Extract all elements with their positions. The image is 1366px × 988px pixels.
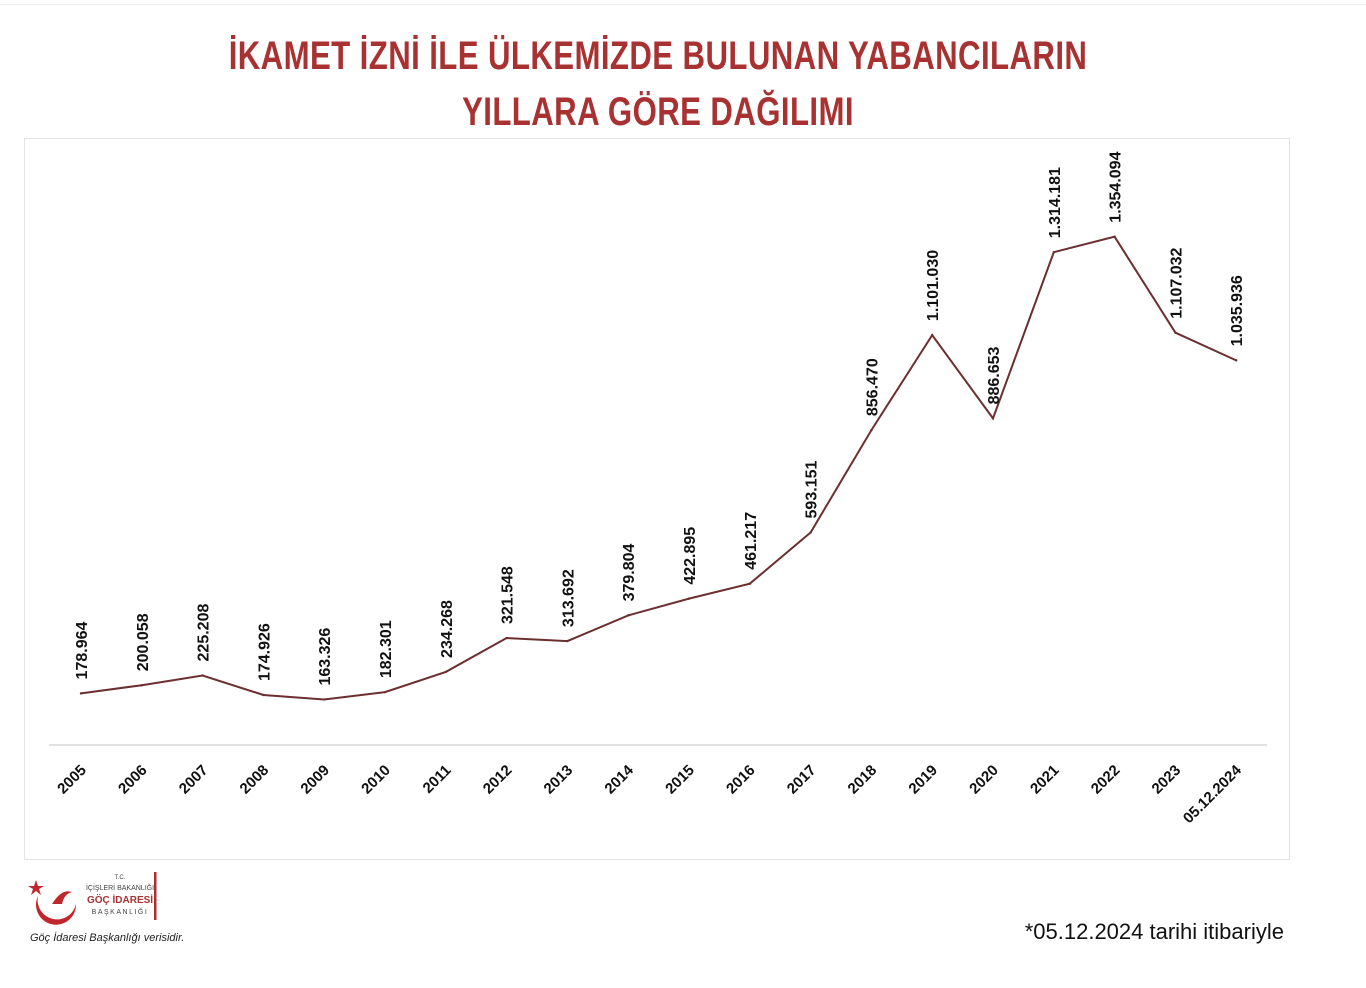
logo-divider [154, 872, 157, 920]
x-tick-label-2022: 2022 [1088, 762, 1124, 798]
data-point-2015 [687, 597, 691, 600]
data-point-2020 [991, 417, 995, 420]
data-point-2012 [505, 636, 508, 640]
data-point-2023 [1174, 331, 1177, 334]
data-label-2021: 1.314.181 [1047, 167, 1064, 238]
plot-area: 178.964 2005 200.058 2006 225.208 2007 174.926… [24, 138, 1290, 860]
top-divider [0, 4, 1366, 5]
data-point-2016 [748, 582, 751, 585]
logo-line1: T.C. [115, 875, 126, 881]
data-label-2007: 225.208 [196, 604, 213, 662]
data-label-2006: 200.058 [135, 613, 152, 671]
data-label-2022: 1.354.094 [1108, 151, 1125, 222]
data-label-2017: 593.151 [804, 461, 821, 519]
x-tick-label-2008: 2008 [237, 762, 273, 798]
data-label-2011: 234.268 [439, 600, 456, 658]
logo-line2: İÇİŞLERİ BAKANLIĞI [86, 883, 154, 892]
data-point-2019 [931, 333, 934, 337]
data-point-2006 [140, 684, 143, 687]
x-tick-label-2020: 2020 [966, 762, 1002, 798]
logo-line4: BAŞKANLIĞI [92, 907, 149, 916]
data-label-2013: 313.692 [560, 569, 577, 627]
goc-idaresi-logo: T.C. İÇİŞLERİ BAKANLIĞI GÖÇ İDARESİ BAŞK… [28, 872, 157, 925]
data-point-2013 [566, 639, 569, 643]
data-label-2019: 1.101.030 [925, 250, 942, 321]
data-label-2008: 174.926 [256, 623, 273, 681]
data-point-2018 [870, 428, 873, 432]
x-tick-label-2019: 2019 [905, 762, 941, 798]
data-label-2023: 1.107.032 [1168, 247, 1185, 318]
x-tick-label-2023: 2023 [1149, 762, 1185, 798]
data-point-2009 [323, 698, 326, 701]
chart-title-line1: İKAMET İZNİ İLE ÜLKEMİZDE BULUNAN YABANC… [228, 34, 1088, 78]
data-label-2016: 461.217 [743, 512, 760, 570]
x-tick-label-2011: 2011 [420, 762, 455, 797]
x-tick-label-2016: 2016 [723, 762, 759, 798]
data-point-2007 [201, 674, 204, 677]
data-point-2017 [809, 531, 812, 534]
x-tick-label-2012: 2012 [480, 762, 516, 798]
data-point-2005 [79, 692, 83, 695]
x-tick-label-2009: 2009 [297, 762, 333, 798]
data-label-2012: 321.548 [500, 566, 517, 624]
x-tick-label-2015: 2015 [662, 762, 698, 798]
x-tick-label-2017: 2017 [784, 762, 820, 798]
source-note: Göç İdaresi Başkanlığı verisidir. [30, 932, 185, 944]
x-tick-label-2018: 2018 [845, 762, 881, 798]
x-tick-label-2014: 2014 [601, 761, 637, 797]
x-tick-label-2006: 2006 [115, 762, 151, 798]
x-tick-label-2013: 2013 [541, 762, 577, 798]
logo-line3: GÖÇ İDARESİ [87, 893, 153, 906]
data-point-2014 [627, 614, 630, 617]
data-label-2020: 886.653 [986, 346, 1003, 404]
x-tick-label-2005: 2005 [54, 762, 90, 798]
footnote: *05.12.2024 tarihi itibariyle [1024, 919, 1284, 944]
data-point-2022 [1113, 235, 1116, 238]
data-label-2014: 379.804 [621, 543, 638, 601]
line-chart: 178.964 2005 200.058 2006 225.208 2007 174.926… [49, 151, 1267, 827]
data-point-2008 [262, 693, 265, 697]
data-point-2011 [444, 670, 447, 674]
x-tick-label-2010: 2010 [358, 762, 394, 798]
series-line [80, 235, 1237, 701]
data-label-2010: 182.301 [378, 620, 395, 678]
data-point-05.12.2024 [1235, 359, 1238, 362]
x-tick-label-05.12.2024: 05.12.2024 [1180, 761, 1246, 827]
data-label-2005: 178.964 [74, 622, 91, 680]
x-tick-label-2007: 2007 [176, 762, 212, 798]
chart-title-line2: YILLARA GÖRE DAĞILIMI [462, 90, 854, 134]
data-label-2009: 163.326 [317, 628, 334, 686]
x-tick-label-2021: 2021 [1027, 762, 1063, 798]
data-label-05.12.2024: 1.035.936 [1229, 275, 1246, 346]
data-point-2010 [383, 690, 387, 694]
data-point-2021 [1052, 251, 1056, 254]
data-label-2015: 422.895 [682, 527, 699, 585]
crescent-star-bird-icon [28, 880, 77, 925]
data-label-2018: 856.470 [864, 358, 881, 416]
